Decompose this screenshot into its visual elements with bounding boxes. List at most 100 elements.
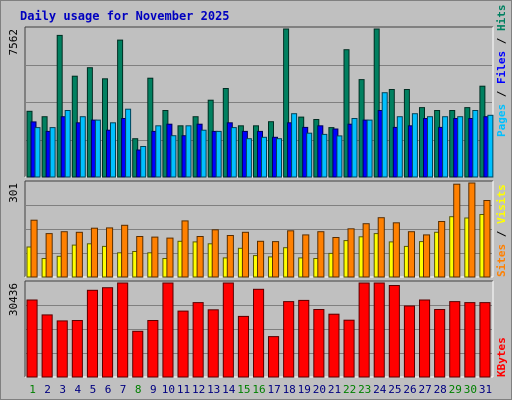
legend-visits: Visits bbox=[495, 184, 508, 224]
day-label: 21 bbox=[328, 383, 341, 396]
bar-sites bbox=[45, 233, 53, 278]
bar-hits bbox=[102, 78, 108, 178]
bar-sites bbox=[392, 222, 400, 278]
day-label: 25 bbox=[388, 383, 401, 396]
bar-sites bbox=[362, 223, 370, 278]
bar-pages bbox=[321, 133, 328, 178]
day-label: 5 bbox=[90, 383, 97, 396]
day-label: 30 bbox=[464, 383, 477, 396]
bar-pages bbox=[291, 113, 298, 178]
bar-kbytes bbox=[147, 320, 159, 378]
bar-hits bbox=[373, 28, 380, 178]
bar-pages bbox=[140, 146, 147, 178]
legend-separator: / bbox=[495, 224, 508, 244]
day-label: 17 bbox=[267, 383, 280, 396]
bar-kbytes bbox=[268, 336, 280, 378]
day-label: 23 bbox=[358, 383, 371, 396]
bar-kbytes bbox=[358, 282, 370, 378]
bar-kbytes bbox=[162, 282, 174, 378]
bar-kbytes bbox=[373, 282, 385, 378]
bar-kbytes bbox=[237, 315, 249, 378]
bar-pages bbox=[64, 110, 71, 178]
bar-pages bbox=[200, 129, 207, 178]
bar-pages bbox=[381, 92, 388, 178]
bar-kbytes bbox=[117, 282, 129, 378]
day-label: 16 bbox=[252, 383, 265, 396]
bar-pages bbox=[245, 138, 252, 178]
y-max-label: 301 bbox=[7, 183, 20, 203]
y-max-label: 7562 bbox=[7, 29, 20, 56]
bar-kbytes bbox=[71, 320, 83, 378]
bar-sites bbox=[211, 229, 219, 278]
day-label: 15 bbox=[237, 383, 250, 396]
bar-sites bbox=[30, 219, 38, 278]
bar-sites bbox=[241, 231, 249, 278]
day-label: 22 bbox=[343, 383, 356, 396]
bar-sites bbox=[438, 221, 446, 278]
day-label: 26 bbox=[403, 383, 416, 396]
bar-sites bbox=[272, 241, 280, 278]
bar-kbytes bbox=[222, 282, 234, 378]
day-label: 9 bbox=[150, 383, 157, 396]
day-label: 27 bbox=[418, 383, 431, 396]
bar-sites bbox=[423, 234, 431, 278]
bar-kbytes bbox=[41, 314, 53, 378]
bar-pages bbox=[306, 132, 313, 178]
bar-pages bbox=[79, 116, 86, 178]
legend: KBytes bbox=[495, 337, 508, 377]
legend: Sites / Visits bbox=[495, 184, 508, 277]
bar-kbytes bbox=[283, 301, 295, 378]
bar-sites bbox=[302, 234, 310, 278]
legend-separator: / bbox=[495, 84, 508, 104]
bar-kbytes bbox=[177, 310, 189, 378]
bar-pages bbox=[336, 135, 343, 178]
bar-sites bbox=[121, 224, 129, 278]
legend-kbytes: KBytes bbox=[495, 337, 508, 377]
bar-kbytes bbox=[434, 309, 446, 378]
bar-sites bbox=[151, 236, 159, 278]
bar-kbytes bbox=[56, 320, 68, 378]
bar-kbytes bbox=[328, 313, 340, 378]
bar-pages bbox=[396, 116, 403, 178]
bar-pages bbox=[427, 116, 433, 178]
bar-pages bbox=[276, 138, 282, 178]
bar-kbytes bbox=[464, 302, 476, 378]
bar-sites bbox=[90, 227, 99, 278]
bar-pages bbox=[185, 125, 192, 178]
bar-sites bbox=[106, 227, 114, 278]
bar-pages bbox=[261, 136, 267, 178]
bar-kbytes bbox=[86, 289, 99, 378]
bar-sites bbox=[60, 231, 68, 278]
legend-hits: Hits bbox=[495, 5, 508, 32]
bar-pages bbox=[442, 116, 449, 178]
bar-hits bbox=[117, 39, 124, 178]
bar-sites bbox=[377, 217, 385, 278]
bar-hits bbox=[283, 28, 290, 178]
bar-pages bbox=[94, 119, 101, 178]
bar-sites bbox=[257, 240, 265, 278]
chart-title: Daily usage for November 2025 bbox=[20, 9, 230, 23]
bar-kbytes bbox=[298, 299, 310, 378]
bar-kbytes bbox=[207, 309, 219, 378]
bar-kbytes bbox=[313, 309, 325, 378]
bar-pages bbox=[155, 125, 162, 178]
bar-pages bbox=[49, 127, 56, 178]
day-label: 3 bbox=[59, 383, 66, 396]
bar-sites bbox=[287, 230, 295, 278]
bar-sites bbox=[136, 236, 144, 278]
bar-pages bbox=[34, 127, 41, 178]
legend: Pages / Files / Hits bbox=[495, 5, 508, 138]
bar-pages bbox=[457, 116, 464, 178]
day-label: 13 bbox=[207, 383, 220, 396]
legend-separator: / bbox=[495, 31, 508, 51]
day-label: 8 bbox=[135, 383, 142, 396]
day-label: 24 bbox=[373, 383, 387, 396]
day-label: 11 bbox=[177, 383, 190, 396]
day-label: 1 bbox=[29, 383, 36, 396]
day-label: 20 bbox=[313, 383, 326, 396]
bar-kbytes bbox=[343, 319, 355, 378]
day-label: 2 bbox=[44, 383, 51, 396]
bar-sites bbox=[347, 228, 355, 278]
